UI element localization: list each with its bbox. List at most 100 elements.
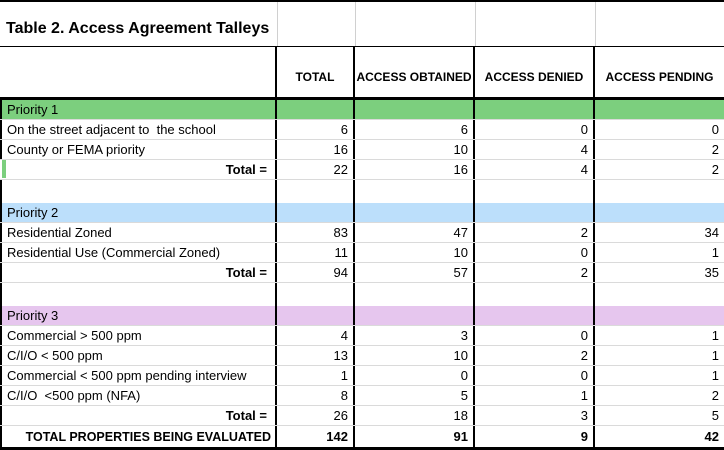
row-label: Commercial < 500 ppm pending interview bbox=[0, 366, 277, 385]
section-fill-cell bbox=[277, 306, 355, 325]
section-fill-cell bbox=[277, 203, 355, 222]
cell-access-denied: 2 bbox=[475, 346, 595, 365]
cell-total: 26 bbox=[277, 406, 355, 425]
row-label: County or FEMA priority bbox=[0, 140, 277, 159]
section-fill-cell bbox=[595, 203, 724, 222]
total-label: Total = bbox=[0, 406, 277, 425]
total-label: Total = bbox=[0, 263, 277, 282]
cell-access-obtained: 18 bbox=[355, 406, 475, 425]
cell-access-pending: 1 bbox=[711, 328, 719, 343]
cell-access-pending: 1 bbox=[711, 348, 719, 363]
section-fill-cell bbox=[355, 306, 475, 325]
header-total: TOTAL bbox=[277, 47, 355, 97]
priority-1-section-header: Priority 1 bbox=[0, 100, 724, 120]
total-label: Total = bbox=[0, 160, 277, 179]
cell-total: 142 bbox=[277, 426, 355, 447]
cell-access-pending: 5 bbox=[711, 408, 719, 423]
total-row-priority-3: Total = 26 18 3 5 bbox=[0, 406, 724, 426]
table-row: C/I/O <500 ppm (NFA) 8 5 1 2 bbox=[0, 386, 724, 406]
cell-access-denied: 3 bbox=[475, 406, 595, 425]
cell-access-obtained: 10 bbox=[355, 243, 475, 262]
row-label: C/I/O <500 ppm (NFA) bbox=[0, 386, 277, 405]
header-access-obtained: ACCESS OBTAINED bbox=[355, 47, 475, 97]
section-fill-cell bbox=[355, 100, 475, 119]
spacer-row bbox=[0, 180, 724, 203]
cell-access-pending: 1 bbox=[711, 368, 719, 383]
section-label: Priority 3 bbox=[0, 306, 277, 325]
table-row: On the street adjacent to the school 6 6… bbox=[0, 120, 724, 140]
row-label: Commercial > 500 ppm bbox=[0, 326, 277, 345]
cell-access-obtained: 5 bbox=[355, 386, 475, 405]
cell-access-pending: 42 bbox=[704, 429, 719, 444]
cell-access-denied: 9 bbox=[475, 426, 595, 447]
table-row: Residential Zoned 83 47 2 34 bbox=[0, 223, 724, 243]
grand-total-row: TOTAL PROPERTIES BEING EVALUATED 142 91 … bbox=[0, 426, 724, 450]
cell-access-denied: 2 bbox=[475, 223, 595, 242]
cell-total: 1 bbox=[277, 366, 355, 385]
left-edge-green-strip bbox=[2, 160, 6, 178]
cell-access-denied: 4 bbox=[475, 160, 595, 179]
section-fill-cell bbox=[475, 100, 595, 119]
total-row-priority-2: Total = 94 57 2 35 bbox=[0, 263, 724, 283]
cell-access-pending: 35 bbox=[704, 265, 719, 280]
cell-total: 8 bbox=[277, 386, 355, 405]
cell-access-obtained: 16 bbox=[355, 160, 475, 179]
cell-access-denied: 0 bbox=[475, 120, 595, 139]
title-gridline-cell bbox=[355, 2, 475, 46]
total-row-priority-1: Total = 22 16 4 2 bbox=[0, 160, 724, 180]
section-fill-cell bbox=[277, 100, 355, 119]
cell-access-denied: 0 bbox=[475, 326, 595, 345]
cell-access-obtained: 47 bbox=[355, 223, 475, 242]
title-gridline-cell bbox=[595, 2, 724, 46]
row-label: Residential Use (Commercial Zoned) bbox=[0, 243, 277, 262]
cell-access-obtained: 6 bbox=[355, 120, 475, 139]
cell-total: 6 bbox=[277, 120, 355, 139]
cell-total: 22 bbox=[277, 160, 355, 179]
row-label: C/I/O < 500 ppm bbox=[0, 346, 277, 365]
cell-access-obtained: 91 bbox=[355, 426, 475, 447]
cell-access-obtained: 57 bbox=[355, 263, 475, 282]
table-title-row: Table 2. Access Agreement Talleys bbox=[0, 0, 724, 47]
table-title: Table 2. Access Agreement Talleys bbox=[6, 20, 270, 37]
section-fill-cell bbox=[595, 306, 724, 325]
cell-total: 13 bbox=[277, 346, 355, 365]
section-label: Priority 1 bbox=[0, 100, 277, 119]
cell-access-pending: 34 bbox=[704, 225, 719, 240]
cell-access-obtained: 10 bbox=[355, 346, 475, 365]
cell-access-obtained: 0 bbox=[355, 366, 475, 385]
section-fill-cell bbox=[355, 203, 475, 222]
cell-total: 4 bbox=[277, 326, 355, 345]
cell-access-pending: 2 bbox=[711, 142, 719, 157]
header-access-denied: ACCESS DENIED bbox=[475, 47, 595, 97]
section-fill-cell bbox=[595, 100, 724, 119]
cell-access-denied: 0 bbox=[475, 366, 595, 385]
row-label: On the street adjacent to the school bbox=[0, 120, 277, 139]
cell-access-pending: 2 bbox=[711, 388, 719, 403]
section-label: Priority 2 bbox=[0, 203, 277, 222]
table-row: C/I/O < 500 ppm 13 10 2 1 bbox=[0, 346, 724, 366]
table-row: Commercial > 500 ppm 4 3 0 1 bbox=[0, 326, 724, 346]
row-label: Residential Zoned bbox=[0, 223, 277, 242]
cell-access-denied: 4 bbox=[475, 140, 595, 159]
cell-access-denied: 2 bbox=[475, 263, 595, 282]
header-access-pending: ACCESS PENDING bbox=[605, 69, 714, 84]
cell-access-pending: 1 bbox=[711, 245, 719, 260]
grand-total-label: TOTAL PROPERTIES BEING EVALUATED bbox=[0, 426, 277, 447]
cell-access-obtained: 3 bbox=[355, 326, 475, 345]
title-gridline-cell bbox=[475, 2, 595, 46]
table-row: Residential Use (Commercial Zoned) 11 10… bbox=[0, 243, 724, 263]
priority-2-section-header: Priority 2 bbox=[0, 203, 724, 223]
cell-access-pending: 0 bbox=[711, 122, 719, 137]
cell-total: 94 bbox=[277, 263, 355, 282]
cell-total: 11 bbox=[277, 243, 355, 262]
section-fill-cell bbox=[475, 203, 595, 222]
cell-total: 83 bbox=[277, 223, 355, 242]
title-gridline-cell bbox=[277, 2, 355, 46]
table-row: County or FEMA priority 16 10 4 2 bbox=[0, 140, 724, 160]
table-row: Commercial < 500 ppm pending interview 1… bbox=[0, 366, 724, 386]
cell-access-denied: 0 bbox=[475, 243, 595, 262]
column-header-row: TOTAL ACCESS OBTAINED ACCESS DENIED ACCE… bbox=[0, 47, 724, 100]
cell-access-pending: 2 bbox=[711, 162, 719, 177]
cell-total: 16 bbox=[277, 140, 355, 159]
